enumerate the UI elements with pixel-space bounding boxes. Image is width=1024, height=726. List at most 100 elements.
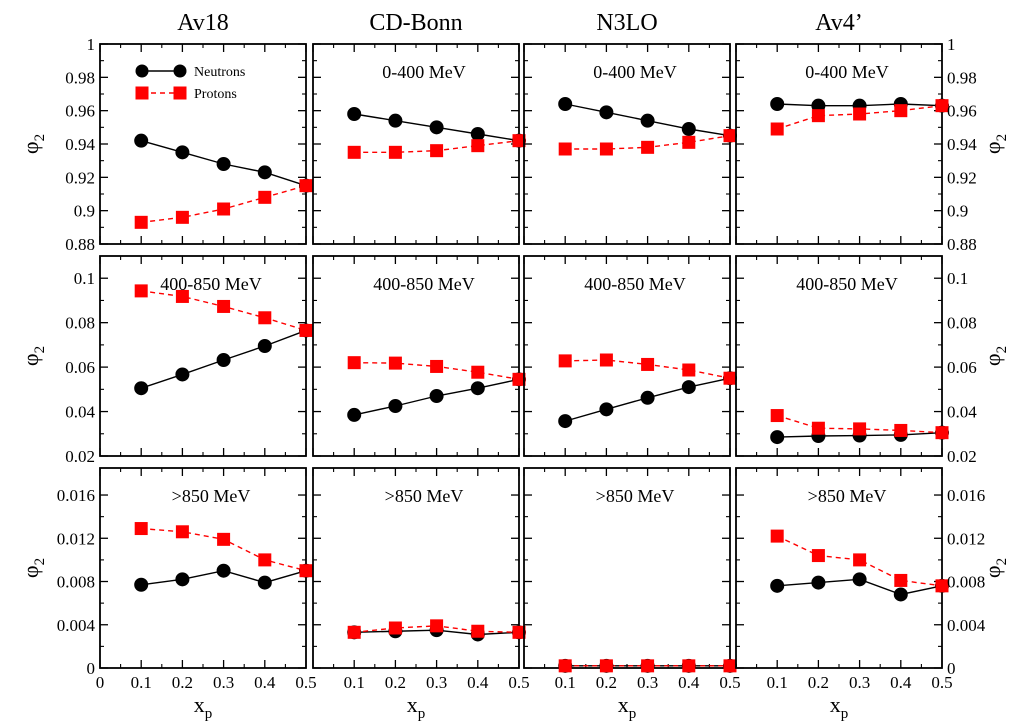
protons-point bbox=[217, 202, 231, 216]
panel-annotation-r1-c2: 400-850 MeV bbox=[584, 274, 686, 294]
protons-point bbox=[641, 140, 655, 154]
protons-point bbox=[853, 107, 867, 121]
y-tick-label-left: 0.94 bbox=[65, 135, 95, 154]
protons-point bbox=[217, 299, 231, 313]
y-axis-label-right: φ2 bbox=[980, 346, 1010, 366]
y-tick-label-right: 0.02 bbox=[947, 447, 977, 466]
protons-point bbox=[599, 353, 613, 367]
protons-point bbox=[770, 409, 784, 423]
x-tick-label: 0.2 bbox=[172, 673, 193, 692]
legend-marker-0 bbox=[173, 64, 187, 78]
neutrons-point bbox=[852, 572, 867, 587]
y-tick-label-left: 0.98 bbox=[65, 68, 95, 87]
protons-point bbox=[723, 129, 737, 143]
x-tick-label: 0.4 bbox=[890, 673, 912, 692]
protons-point bbox=[512, 134, 526, 148]
neutrons-point bbox=[134, 133, 149, 148]
neutrons-point bbox=[175, 572, 190, 587]
x-tick-label: 0.1 bbox=[344, 673, 365, 692]
protons-point bbox=[641, 357, 655, 371]
y-tick-label-left: 0.9 bbox=[74, 202, 95, 221]
neutrons-point bbox=[811, 575, 826, 590]
y-tick-label-right: 0.88 bbox=[947, 235, 977, 254]
panel-annotation-r2-c3: >850 MeV bbox=[808, 486, 887, 506]
y-axis-label-right: φ2 bbox=[980, 558, 1010, 578]
protons-point bbox=[811, 549, 825, 563]
protons-point bbox=[682, 659, 696, 673]
y-tick-label-right: 0.004 bbox=[947, 616, 986, 635]
x-tick-label: 0.3 bbox=[213, 673, 234, 692]
y-tick-label-right: 0.96 bbox=[947, 102, 977, 121]
protons-point bbox=[388, 621, 402, 635]
x-tick-label: 0.2 bbox=[596, 673, 617, 692]
legend-marker-0 bbox=[135, 64, 149, 78]
x-tick-label: 0.3 bbox=[849, 673, 870, 692]
neutrons-point bbox=[470, 127, 485, 141]
x-tick-label: 0.5 bbox=[295, 673, 316, 692]
panel-annotation-r2-c0: >850 MeV bbox=[172, 486, 251, 506]
panel-annotation-r1-c3: 400-850 MeV bbox=[796, 274, 898, 294]
neutrons-point bbox=[558, 414, 573, 429]
neutrons-point bbox=[640, 390, 655, 405]
protons-line-r2-c3 bbox=[776, 535, 943, 587]
legend-marker-1 bbox=[173, 86, 187, 100]
y-tick-label-left: 0.88 bbox=[65, 235, 95, 254]
protons-point bbox=[175, 289, 189, 303]
protons-point bbox=[347, 356, 361, 370]
protons-point bbox=[935, 579, 949, 593]
legend-marker-1 bbox=[135, 86, 149, 100]
y-tick-label-right: 1 bbox=[947, 35, 956, 54]
y-tick-label-right: 0.92 bbox=[947, 168, 977, 187]
neutrons-point bbox=[216, 563, 231, 578]
y-tick-label-right: 0.08 bbox=[947, 314, 977, 333]
neutrons-point bbox=[429, 120, 444, 135]
y-tick-label-left: 0.008 bbox=[57, 573, 95, 592]
protons-point bbox=[299, 564, 313, 578]
protons-point bbox=[641, 659, 655, 673]
protons-point bbox=[894, 104, 908, 118]
protons-point bbox=[430, 144, 444, 158]
protons-point bbox=[347, 625, 361, 639]
protons-point bbox=[258, 553, 272, 567]
protons-point bbox=[134, 284, 148, 298]
x-tick-label: 0.2 bbox=[385, 673, 406, 692]
column-title-2: N3LO bbox=[596, 10, 657, 36]
x-tick-label: 0 bbox=[96, 673, 105, 692]
protons-point bbox=[770, 122, 784, 136]
x-tick-label: 0.4 bbox=[467, 673, 489, 692]
panel-annotation-r1-c1: 400-850 MeV bbox=[373, 274, 475, 294]
protons-point bbox=[935, 99, 949, 113]
neutrons-point bbox=[640, 113, 655, 128]
column-title-3: Av4’ bbox=[815, 10, 863, 36]
legend-label-1: Protons bbox=[194, 87, 237, 102]
panel-annotation-r1-c0: 400-850 MeV bbox=[160, 274, 262, 294]
protons-point bbox=[770, 529, 784, 543]
protons-point bbox=[299, 179, 313, 193]
y-tick-label-left: 0.004 bbox=[57, 616, 96, 635]
x-tick-label: 0.3 bbox=[637, 673, 658, 692]
x-tick-label: 0.1 bbox=[767, 673, 788, 692]
x-tick-label: 0.5 bbox=[931, 673, 952, 692]
y-tick-label-left: 0.04 bbox=[65, 403, 95, 422]
neutrons-point bbox=[770, 430, 785, 445]
panel-annotation-r2-c2: >850 MeV bbox=[596, 486, 675, 506]
y-axis-label-left: φ2 bbox=[18, 558, 48, 578]
protons-point bbox=[258, 190, 272, 204]
protons-point bbox=[894, 573, 908, 587]
neutrons-point bbox=[257, 339, 272, 353]
y-tick-label-right: 0.98 bbox=[947, 68, 977, 87]
protons-point bbox=[558, 354, 572, 368]
y-tick-label-right: 0.008 bbox=[947, 573, 985, 592]
protons-point bbox=[682, 135, 696, 149]
protons-point bbox=[558, 142, 572, 156]
neutrons-point bbox=[893, 587, 908, 602]
protons-point bbox=[175, 525, 189, 539]
protons-point bbox=[388, 145, 402, 159]
x-axis-label: xp bbox=[407, 692, 426, 721]
panel-annotation-r0-c2: 0-400 MeV bbox=[593, 62, 677, 82]
x-tick-label: 0.5 bbox=[719, 673, 740, 692]
y-tick-label-left: 1 bbox=[87, 35, 96, 54]
protons-point bbox=[853, 553, 867, 567]
